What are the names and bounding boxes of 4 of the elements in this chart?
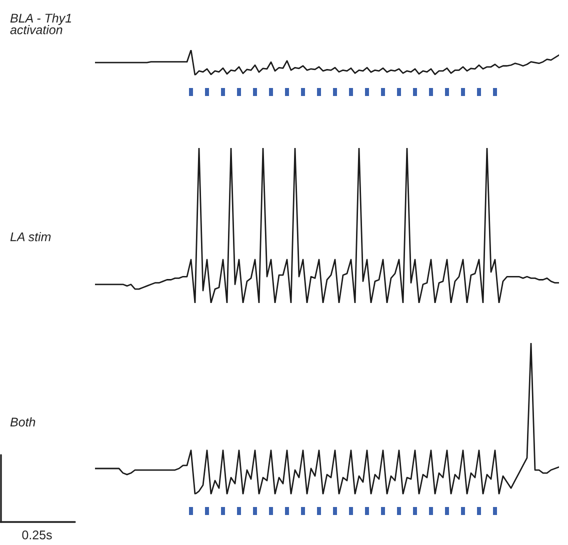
text: 0.25s	[22, 530, 52, 540]
y-axis-title: BLA - Thy1 activation	[10, 13, 71, 34]
y-axis-title: LA stim	[10, 232, 51, 242]
y-axis-title: Both	[10, 417, 36, 426]
